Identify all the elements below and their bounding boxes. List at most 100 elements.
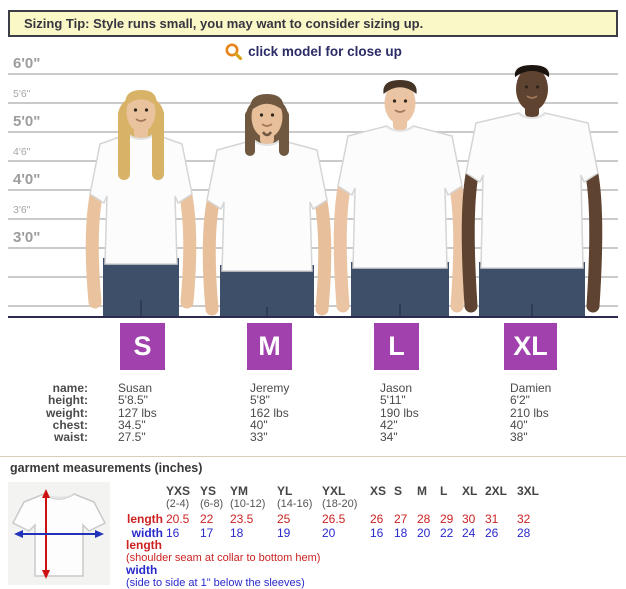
garment-col-range <box>394 498 407 512</box>
height-ruler-area: 6'0" 5'6" 5'0" 4'6" 4'0" 3'6" 3'0" <box>8 55 618 318</box>
stat-row-label-height: height: <box>48 393 88 407</box>
stat-name-jeremy: Jeremy <box>250 381 290 395</box>
garment-col-code: YXS <box>166 484 191 498</box>
magnifier-icon <box>224 42 243 61</box>
size-badge-l[interactable]: L <box>374 323 419 370</box>
length-note: length (shoulder seam at collar to botto… <box>126 538 320 564</box>
garment-col-s: S 27 18 <box>394 484 407 540</box>
stat-height-jeremy: 5'8" <box>250 393 270 407</box>
garment-col-length: 25 <box>277 512 291 526</box>
garment-col-code: YM <box>230 484 248 498</box>
model-photo-jeremy[interactable] <box>197 92 337 316</box>
garment-col-length: 27 <box>394 512 408 526</box>
stat-height-susan: 5'8.5" <box>118 393 148 407</box>
garment-col-code: XS <box>370 484 387 498</box>
width-note: width (side to side at 1" below the slee… <box>126 563 305 589</box>
stat-chest-jeremy: 40" <box>250 418 268 432</box>
stat-weight-jeremy: 162 lbs <box>250 406 289 420</box>
garment-col-code: 3XL <box>517 484 540 498</box>
stat-waist-jeremy: 33" <box>250 430 268 444</box>
garment-col-3xl: 3XL 32 28 <box>517 484 539 540</box>
garment-col-length: 20.5 <box>166 512 190 526</box>
stat-name-susan: Susan <box>118 381 153 395</box>
ruler-line <box>8 73 618 75</box>
garment-col-code: 2XL <box>485 484 508 498</box>
garment-label-spacer <box>60 484 163 512</box>
garment-col-yxl: YXL (18-20) 26.5 20 <box>322 484 357 540</box>
model-photo-jason[interactable] <box>328 78 472 316</box>
garment-col-width: 20 <box>322 526 336 540</box>
stat-height-damien: 6'2" <box>510 393 530 407</box>
garment-col-range: (2-4) <box>166 498 190 510</box>
garment-col-range <box>517 498 539 512</box>
garment-col-length: 28 <box>417 512 431 526</box>
sizing-tip-text: Sizing Tip: Style runs small, you may wa… <box>24 16 424 31</box>
garment-length-label: length <box>127 512 163 526</box>
ruler-label: 4'6" <box>13 146 31 158</box>
garment-col-code: M <box>417 484 427 498</box>
model-photo-damien[interactable] <box>456 63 608 316</box>
garment-col-yl: YL (14-16) 25 19 <box>277 484 312 540</box>
garment-col-range: (6-8) <box>200 498 224 510</box>
ruler-line <box>8 131 618 133</box>
garment-col-length: 23.5 <box>230 512 254 526</box>
ruler-label: 3'6" <box>13 204 31 216</box>
garment-col-2xl: 2XL 31 26 <box>485 484 507 540</box>
stat-row-label-chest: chest: <box>52 418 88 432</box>
garment-col-length: 31 <box>485 512 499 526</box>
garment-col-code: YL <box>277 484 293 498</box>
stat-row-label-waist: waist: <box>53 430 88 444</box>
stat-name-damien: Damien <box>510 381 552 395</box>
stat-waist-susan: 27.5" <box>118 430 146 444</box>
garment-col-range: (10-12) <box>230 498 266 510</box>
ruler-label: 3'0" <box>13 229 41 246</box>
garment-col-length: 22 <box>200 512 214 526</box>
garment-row-labels: length width <box>60 484 163 540</box>
garment-col-width: 22 <box>440 526 454 540</box>
stat-weight-damien: 210 lbs <box>510 406 549 420</box>
garment-col-code: YS <box>200 484 217 498</box>
size-badge-s[interactable]: S <box>120 323 165 370</box>
garment-col-l: L 29 22 <box>440 484 453 540</box>
garment-col-width: 28 <box>517 526 531 540</box>
garment-col-range <box>417 498 430 512</box>
garment-col-width: 18 <box>230 526 244 540</box>
garment-col-length: 26 <box>370 512 384 526</box>
section-divider <box>0 456 626 457</box>
garment-col-range <box>485 498 507 512</box>
garment-col-width: 16 <box>370 526 384 540</box>
garment-col-xl: XL 30 24 <box>462 484 477 540</box>
stat-height-jason: 5'11" <box>380 393 406 407</box>
garment-col-width: 16 <box>166 526 180 540</box>
garment-col-ym: YM (10-12) 23.5 18 <box>230 484 265 540</box>
ruler-label: 6'0" <box>13 55 41 72</box>
tee-diagram <box>8 482 110 589</box>
garment-col-range: (18-20) <box>322 498 358 510</box>
garment-col-width: 17 <box>200 526 214 540</box>
size-badge-xl[interactable]: XL <box>504 323 557 370</box>
garment-col-length: 32 <box>517 512 531 526</box>
stat-row-label-weight: weight: <box>46 406 88 420</box>
garment-col-range <box>440 498 453 512</box>
model-photo-susan[interactable] <box>81 88 201 316</box>
ruler-label: 4'0" <box>13 171 41 188</box>
ruler-line <box>8 247 618 249</box>
garment-col-width: 20 <box>417 526 431 540</box>
garment-col-code: L <box>440 484 448 498</box>
stat-name-jason: Jason <box>380 381 413 395</box>
stat-waist-jason: 34" <box>380 430 398 444</box>
length-note-text: (shoulder seam at collar to bottom hem) <box>126 552 321 564</box>
garment-col-ys: YS (6-8) 22 17 <box>200 484 223 540</box>
garment-col-length: 26.5 <box>322 512 346 526</box>
stat-row-label-name: name: <box>52 381 88 395</box>
sizing-tip-banner: Sizing Tip: Style runs small, you may wa… <box>8 10 618 37</box>
garment-col-width: 26 <box>485 526 499 540</box>
stat-chest-jason: 42" <box>380 418 398 432</box>
length-note-title: length <box>126 538 162 552</box>
garment-col-range: (14-16) <box>277 498 313 510</box>
size-badge-m[interactable]: M <box>247 323 292 370</box>
stat-waist-damien: 38" <box>510 430 528 444</box>
width-note-text: (side to side at 1" below the sleeves) <box>126 577 305 589</box>
garment-width-label: width <box>131 526 163 540</box>
